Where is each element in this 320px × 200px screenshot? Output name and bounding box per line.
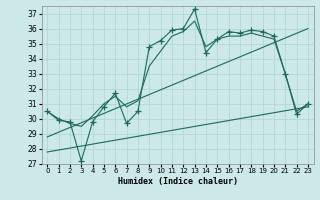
X-axis label: Humidex (Indice chaleur): Humidex (Indice chaleur) (118, 177, 237, 186)
